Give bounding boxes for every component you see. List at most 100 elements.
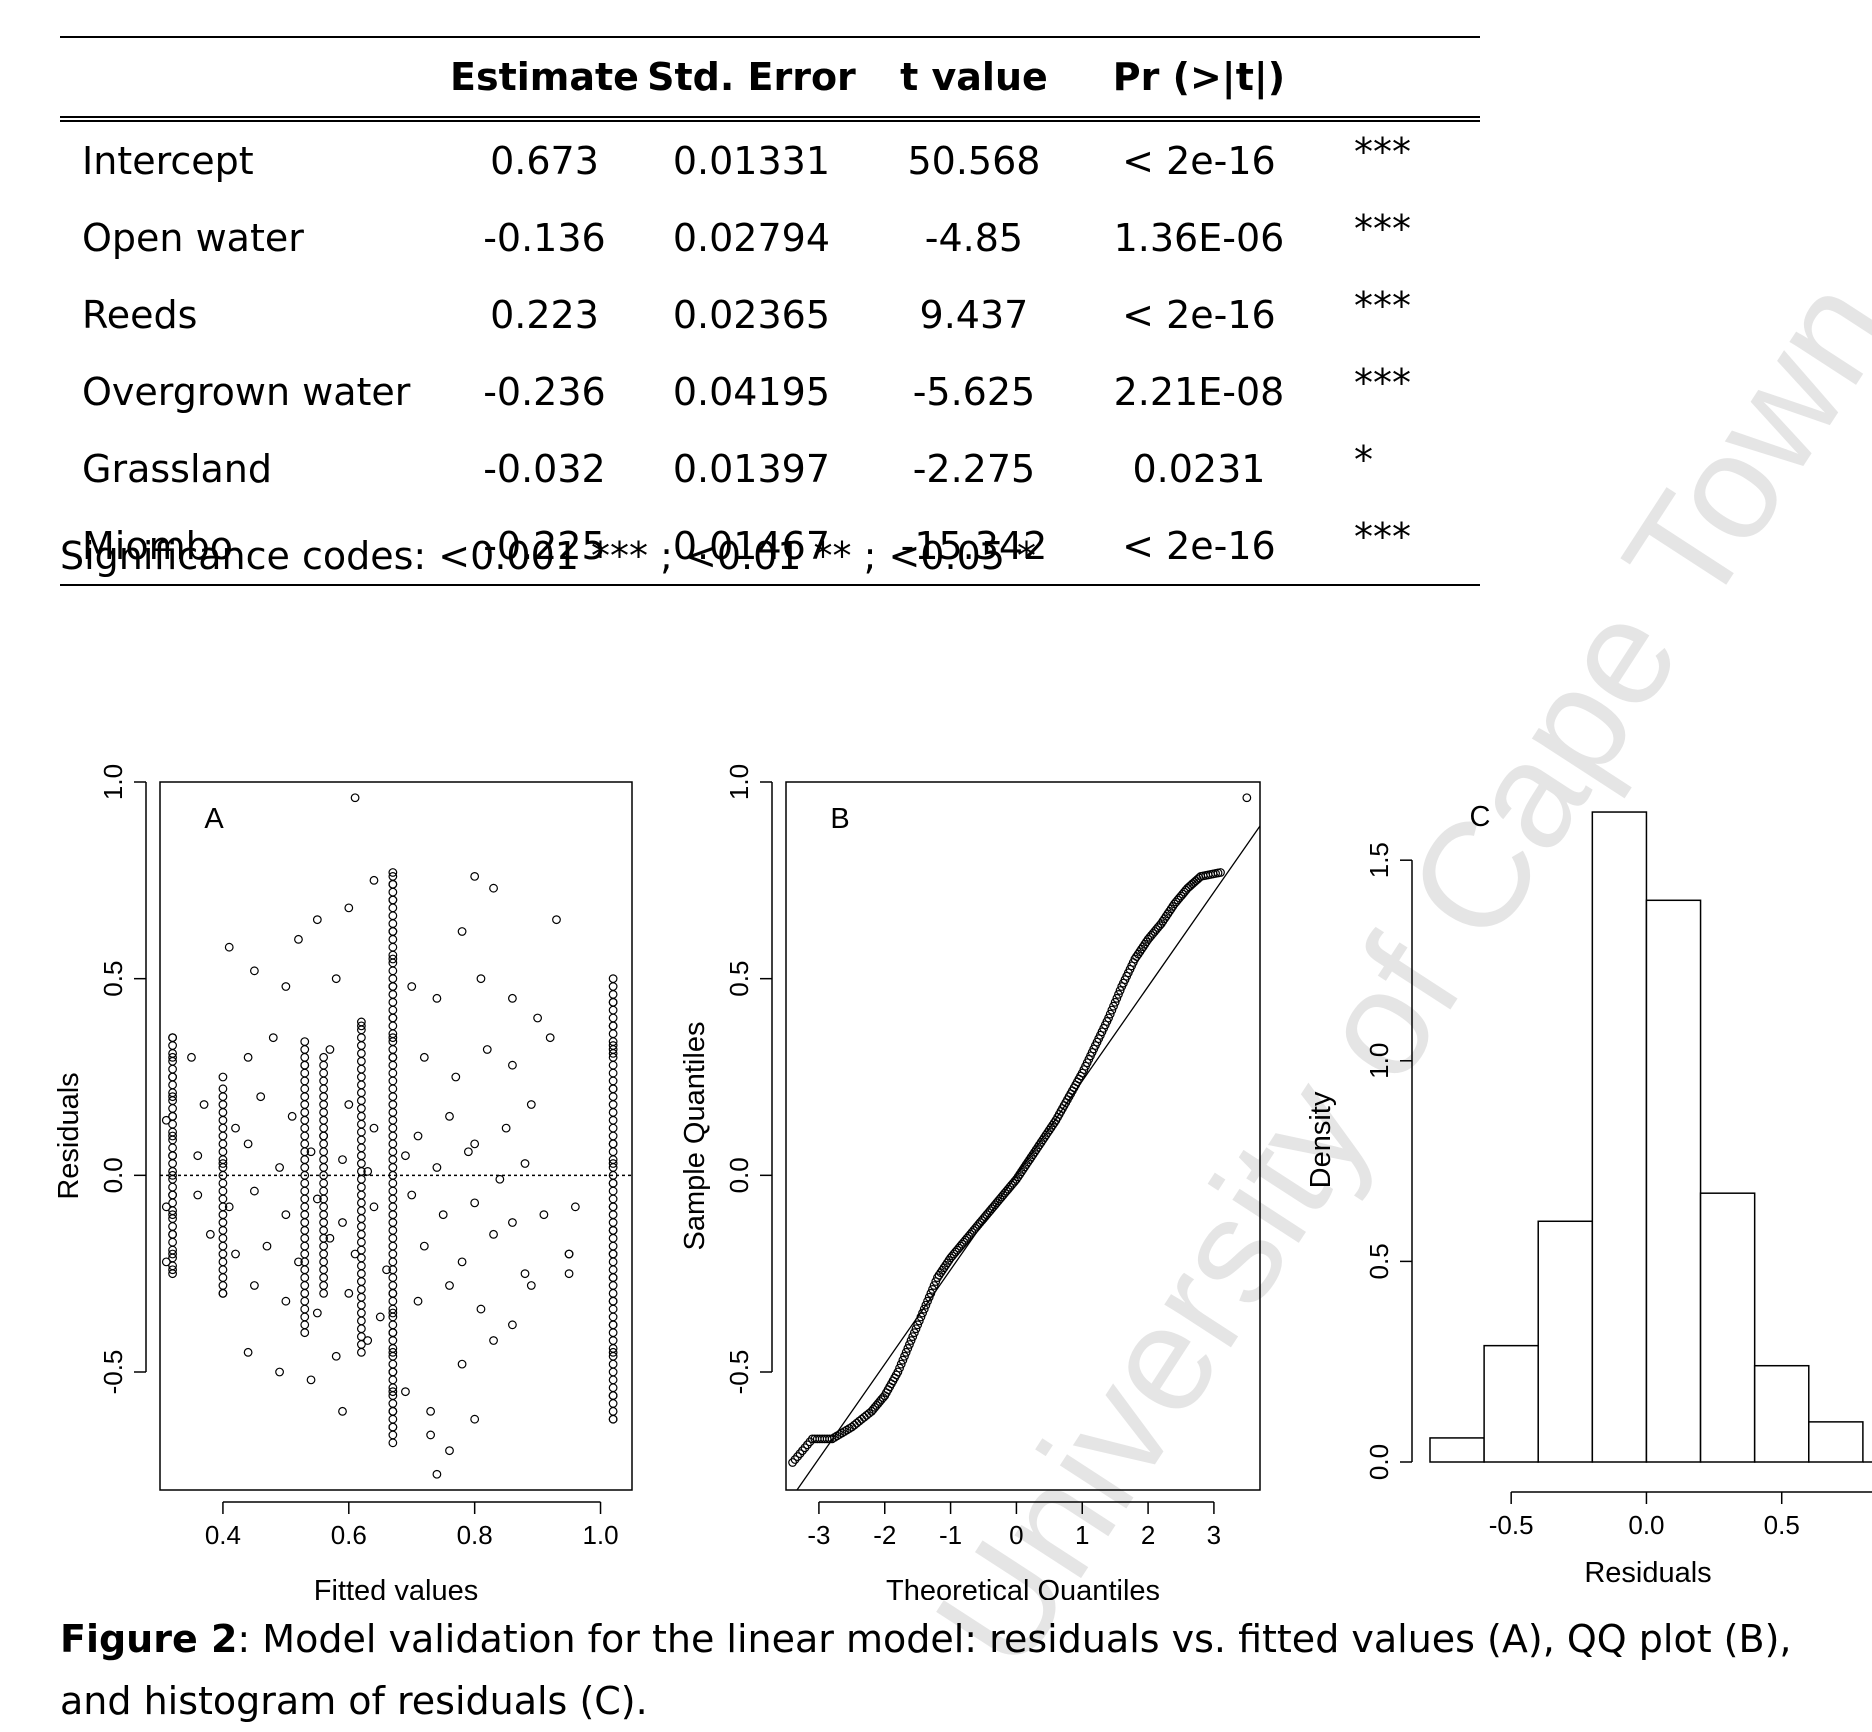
data-point [388,1068,398,1078]
data-point [608,1391,618,1400]
std-error-cell: 0.02794 [672,215,831,260]
data-point [608,1383,618,1393]
qq-point [928,1285,937,1294]
data-point [199,1100,209,1109]
data-point [319,1155,329,1165]
data-point [608,1202,618,1212]
data-point [319,1218,329,1227]
data-point [218,1123,228,1133]
data-point [168,1182,177,1192]
data-point [356,1229,366,1239]
data-point [168,1210,177,1220]
data-point [356,1292,366,1302]
data-point [608,1186,618,1196]
data-point [388,1414,398,1424]
data-point [300,1202,310,1212]
panel-letter: C [1470,801,1491,833]
data-point [300,1296,310,1306]
data-point [275,1163,284,1172]
data-point [300,1178,310,1188]
data-point [168,1151,177,1161]
qq-point [1112,993,1122,1003]
data-point [300,1328,310,1338]
x-tick-label: -2 [873,1520,896,1550]
table-header-row: Estimate Std. Error t value Pr (>|t|) [60,37,1480,119]
data-point [356,1017,366,1027]
data-point [243,1052,253,1062]
data-point [388,1123,398,1133]
header-p-value: Pr (>|t|) [1112,55,1286,99]
data-point [350,1249,360,1259]
std-error-cell: 0.01331 [672,138,831,183]
data-point [388,1033,398,1043]
qq-point [1115,986,1125,995]
data-point [168,1249,177,1259]
data-point [407,1190,417,1200]
x-tick-label: 2 [1141,1520,1155,1550]
data-point [476,1304,486,1314]
y-tick-label: 0.0 [98,1157,128,1193]
y-axis-title: Density [1305,1091,1337,1188]
data-point [218,1257,228,1267]
data-point [388,1359,398,1369]
data-point [218,1194,228,1204]
qq-point [830,1432,839,1442]
data-point [300,1131,310,1141]
data-point [388,1100,398,1109]
data-point [218,1131,228,1141]
x-tick-label: 0 [1009,1520,1023,1550]
data-point [520,1159,530,1168]
t-value-cell: -4.85 [924,215,1024,260]
data-point [356,1182,366,1192]
data-point [319,1115,329,1125]
data-point [445,1446,454,1456]
data-point [168,1033,177,1043]
qq-point [1109,1001,1118,1011]
data-point [451,1072,461,1082]
data-point [608,1347,618,1357]
data-point [356,1206,366,1216]
data-point [369,1123,379,1133]
data-point [388,1131,398,1141]
qq-point [862,1410,872,1420]
y-tick-label: 1.5 [1364,842,1394,878]
data-point [608,997,618,1007]
data-point [388,1249,398,1259]
data-point [218,1241,228,1251]
data-point [300,1052,310,1062]
data-point [218,1139,228,1149]
data-point [388,1155,398,1165]
data-point [608,1178,618,1188]
data-point [300,1288,310,1298]
qq-point [840,1427,849,1436]
data-point [306,1147,316,1157]
data-point [552,915,561,925]
data-point [356,1324,366,1334]
data-point [608,1100,618,1109]
data-point [218,1100,228,1109]
data-point [388,1233,398,1243]
data-point [356,1237,366,1247]
data-point [388,1178,398,1188]
term-cell: Grassland [82,446,272,491]
data-point [608,1194,618,1204]
qq-point [798,1446,807,1456]
t-value-cell: -15.342 [900,523,1048,568]
p-value-cell: 2.21E-08 [1113,369,1285,414]
data-point [388,974,398,984]
x-axis-title: Residuals [1584,1557,1711,1589]
data-point [356,1080,366,1090]
data-point [294,934,303,944]
table-row: Grassland -0.032 0.01397 -2.275 0.0231 * [60,430,1480,507]
data-point [608,1406,618,1416]
data-point [300,1226,310,1235]
data-point [161,1202,171,1212]
data-point [608,1399,618,1408]
data-point [369,875,379,885]
data-point [356,1096,366,1106]
panel-letter: A [204,803,224,835]
data-point [356,1300,366,1310]
term-cell: Overgrown water [82,369,411,414]
data-point [388,954,398,964]
qq-point [913,1320,923,1330]
